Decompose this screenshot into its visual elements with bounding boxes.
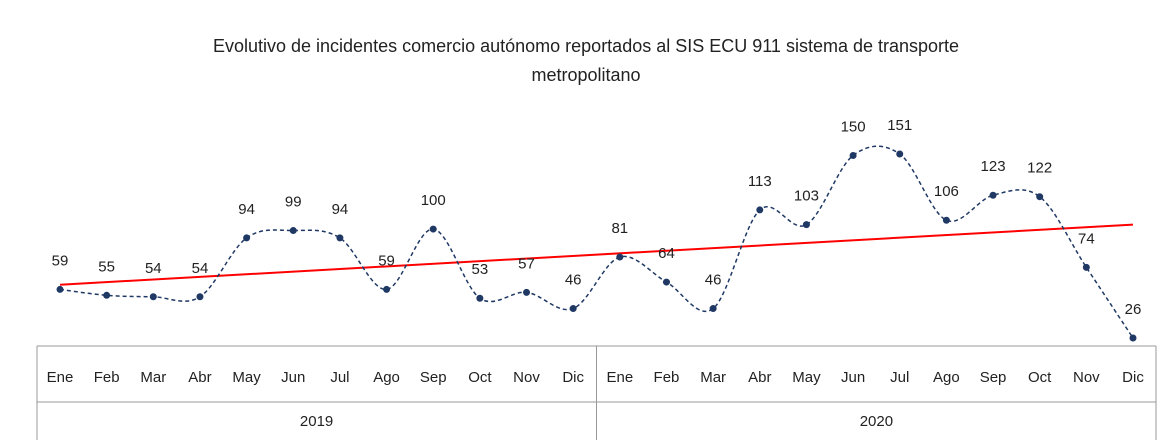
data-point [56, 285, 64, 293]
trendline [59, 223, 1134, 286]
x-tick-label: Jun [281, 369, 305, 386]
data-point [383, 285, 391, 293]
data-point [476, 294, 484, 302]
data-label: 57 [518, 255, 535, 272]
data-label: 94 [332, 201, 349, 218]
data-label: 55 [98, 258, 115, 275]
chart-title: Evolutivo de incidentes comercio autónom… [212, 36, 960, 85]
data-label: 123 [981, 158, 1006, 175]
data-label: 26 [1125, 301, 1142, 318]
x-tick-label: Abr [748, 369, 771, 386]
data-label: 59 [52, 252, 69, 269]
data-label: 59 [378, 252, 395, 269]
data-label: 113 [748, 173, 772, 190]
data-label: 46 [705, 272, 722, 289]
data-point [1129, 334, 1137, 342]
data-point [662, 278, 670, 286]
x-tick-label: Sep [420, 369, 447, 386]
x-tick-label: Abr [188, 369, 211, 386]
data-point [149, 293, 157, 301]
data-label: 122 [1027, 160, 1052, 177]
x-tick-label: Oct [468, 369, 492, 386]
group-label: 2020 [860, 413, 893, 430]
x-tick-label: Ago [933, 369, 960, 386]
data-label: 54 [192, 260, 209, 277]
data-label: 81 [611, 220, 628, 237]
data-label: 54 [145, 260, 162, 277]
data-point [709, 305, 717, 313]
data-label: 150 [841, 118, 866, 135]
data-point [196, 293, 204, 301]
x-tick-label: Jun [841, 369, 865, 386]
data-point [429, 225, 437, 233]
data-label: 64 [658, 245, 675, 262]
data-label: 53 [472, 261, 489, 278]
x-tick-label: Jul [330, 369, 349, 386]
data-point [616, 253, 624, 261]
data-label: 99 [285, 194, 302, 211]
x-tick-label: Dic [1122, 369, 1144, 386]
x-tick-label: Ene [47, 369, 74, 386]
x-tick-label: Jul [890, 369, 909, 386]
x-tick-label: Ene [606, 369, 633, 386]
data-point [896, 150, 904, 158]
data-label: 46 [565, 272, 582, 289]
data-point [289, 227, 297, 235]
data-point [336, 234, 344, 242]
data-label: 103 [794, 188, 819, 205]
data-label: 100 [421, 192, 446, 209]
data-point [849, 151, 857, 159]
data-point [802, 221, 810, 229]
data-point [569, 305, 577, 313]
x-tick-label: May [232, 369, 261, 386]
group-label: 2019 [300, 413, 333, 430]
x-tick-label: May [792, 369, 821, 386]
x-tick-label: Feb [654, 369, 680, 386]
data-point [523, 288, 531, 296]
x-tick-label: Nov [1073, 369, 1100, 386]
x-tick-label: Ago [373, 369, 400, 386]
x-tick-label: Feb [94, 369, 120, 386]
data-label: 151 [887, 117, 912, 134]
x-tick-label: Mar [140, 369, 166, 386]
data-point [942, 216, 950, 224]
data-label: 94 [238, 201, 255, 218]
line-series [59, 145, 1134, 339]
data-point [243, 234, 251, 242]
x-tick-label: Sep [980, 369, 1007, 386]
x-tick-label: Oct [1028, 369, 1052, 386]
data-point [103, 291, 111, 299]
x-tick-label: Nov [513, 369, 540, 386]
data-point [989, 191, 997, 199]
data-point [756, 206, 764, 214]
data-label: 74 [1078, 230, 1095, 247]
data-point [1082, 263, 1090, 271]
data-point [1036, 193, 1044, 201]
x-tick-label: Dic [562, 369, 584, 386]
data-label: 106 [934, 183, 959, 200]
x-tick-label: Mar [700, 369, 726, 386]
